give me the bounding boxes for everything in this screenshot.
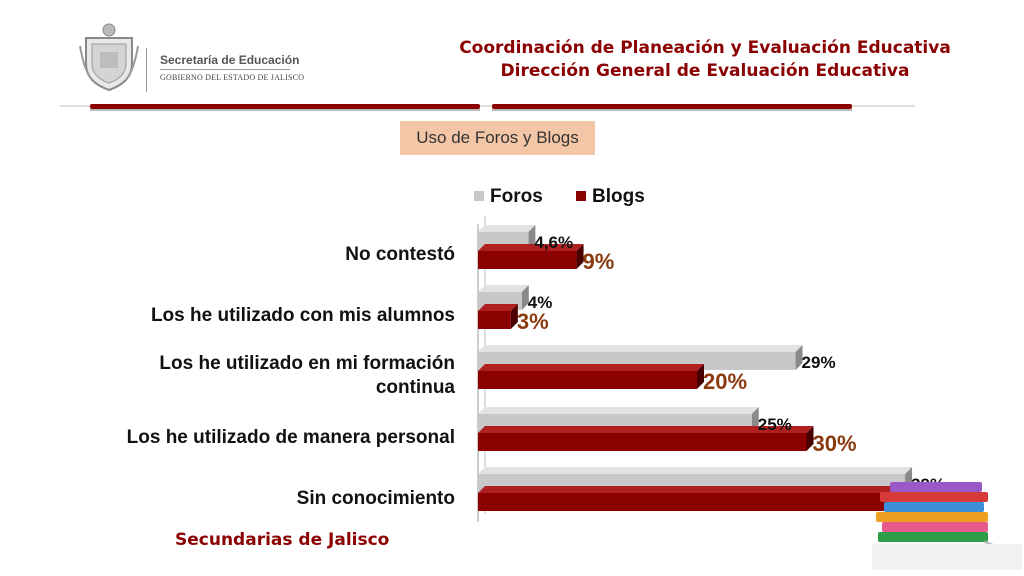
bar-blogs bbox=[478, 486, 902, 511]
bar-blogs bbox=[478, 364, 704, 389]
data-label-blogs: 20% bbox=[703, 369, 747, 394]
logo: Secretaría de Educación GOBIERNO DEL EST… bbox=[78, 20, 308, 92]
header-divider bbox=[60, 104, 915, 111]
bar-blogs bbox=[478, 304, 518, 329]
data-label-foros: 4% bbox=[528, 293, 553, 312]
legend-label-foros: Foros bbox=[490, 186, 543, 207]
category-label: Sin conocimiento bbox=[296, 488, 455, 509]
category-label: Los he utilizado en mi formación continu… bbox=[159, 353, 455, 398]
category-label: No contestó bbox=[345, 244, 455, 265]
bar-blogs bbox=[478, 244, 584, 269]
bar-blogs bbox=[478, 426, 814, 451]
section-title: Uso de Foros y Blogs bbox=[400, 121, 595, 155]
category-label: Los he utilizado con mis alumnos bbox=[150, 305, 455, 326]
logo-text-gobierno: GOBIERNO DEL ESTADO DE JALISCO bbox=[160, 73, 305, 82]
footer-text: Secundarias de Jalisco bbox=[175, 530, 390, 550]
data-label-blogs: 30% bbox=[813, 431, 857, 456]
jalisco-seal-icon bbox=[79, 23, 139, 92]
books-decoration-icon bbox=[872, 482, 1022, 570]
data-label-foros: 29% bbox=[802, 353, 836, 372]
legend-item-foros: Foros bbox=[474, 186, 543, 208]
org-title-line-1: Coordinación de Planeación y Evaluación … bbox=[459, 38, 951, 58]
org-title-line-2: Dirección General de Evaluación Educativ… bbox=[500, 61, 910, 81]
data-label-foros: 25% bbox=[758, 415, 792, 434]
category-label: Los he utilizado de manera personal bbox=[126, 427, 455, 448]
legend-label-blogs: Blogs bbox=[592, 186, 645, 207]
data-label-foros: 4,6% bbox=[534, 233, 573, 252]
legend-swatch-blogs bbox=[576, 191, 586, 201]
legend-swatch-foros bbox=[474, 191, 484, 201]
logo-text-secretaria: Secretaría de Educación bbox=[160, 53, 300, 67]
data-label-blogs: 9% bbox=[583, 249, 615, 274]
logo-divider bbox=[146, 48, 147, 92]
data-label-blogs: 3% bbox=[517, 309, 549, 334]
logo-underline bbox=[160, 69, 290, 70]
legend-item-blogs: Blogs bbox=[576, 186, 645, 208]
